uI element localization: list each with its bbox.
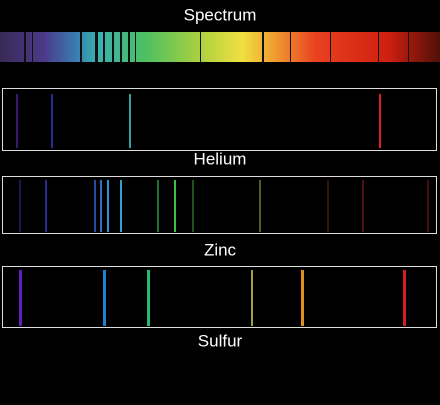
spectrum-label: Zinc: [204, 240, 237, 259]
dark-line: [408, 32, 409, 62]
dark-line: [120, 32, 122, 62]
emission-line: [403, 270, 406, 326]
dark-line: [95, 32, 98, 62]
spectrum-box: [2, 88, 437, 151]
emission-line: [19, 270, 22, 326]
continuous-spectrum: [0, 32, 440, 62]
emission-line: [259, 180, 261, 232]
dark-line: [24, 32, 26, 62]
spectrum-label: Sulfur: [198, 331, 243, 350]
emission-line: [427, 180, 429, 232]
emission-line: [129, 94, 131, 148]
sulfur-spectrum: Sulfur: [2, 266, 437, 350]
emission-line: [19, 180, 21, 232]
emission-line: [157, 180, 159, 232]
zinc-spectrum: Zinc: [2, 176, 437, 259]
dark-line: [378, 32, 379, 62]
emission-line: [251, 270, 253, 326]
absorption-lines: [24, 32, 409, 62]
emission-line: [147, 270, 150, 326]
emission-line: [362, 180, 364, 232]
spectrum-box: [2, 176, 437, 234]
dark-line: [32, 32, 33, 62]
emission-line: [107, 180, 109, 232]
dark-line: [330, 32, 331, 62]
emission-line: [327, 180, 329, 232]
helium-spectrum: Helium: [2, 88, 437, 168]
emission-line: [301, 270, 304, 326]
emission-line: [45, 180, 47, 232]
rainbow-band: [0, 32, 440, 62]
emission-line: [103, 270, 106, 326]
emission-line: [16, 94, 18, 148]
dark-line: [103, 32, 105, 62]
dark-line: [135, 32, 136, 62]
dark-line: [262, 32, 264, 62]
dark-line: [112, 32, 114, 62]
emission-line: [174, 180, 176, 232]
emission-line: [100, 180, 102, 232]
spectrum-box: [2, 266, 437, 328]
emission-line: [51, 94, 53, 148]
emission-line: [379, 94, 381, 148]
emission-line: [120, 180, 122, 232]
emission-line: [192, 180, 194, 232]
dark-line: [80, 32, 82, 62]
dark-line: [128, 32, 130, 62]
emission-line: [94, 180, 96, 232]
title: Spectrum: [184, 5, 257, 24]
dark-line: [200, 32, 201, 62]
dark-line: [290, 32, 291, 62]
spectrum-label: Helium: [194, 149, 247, 168]
